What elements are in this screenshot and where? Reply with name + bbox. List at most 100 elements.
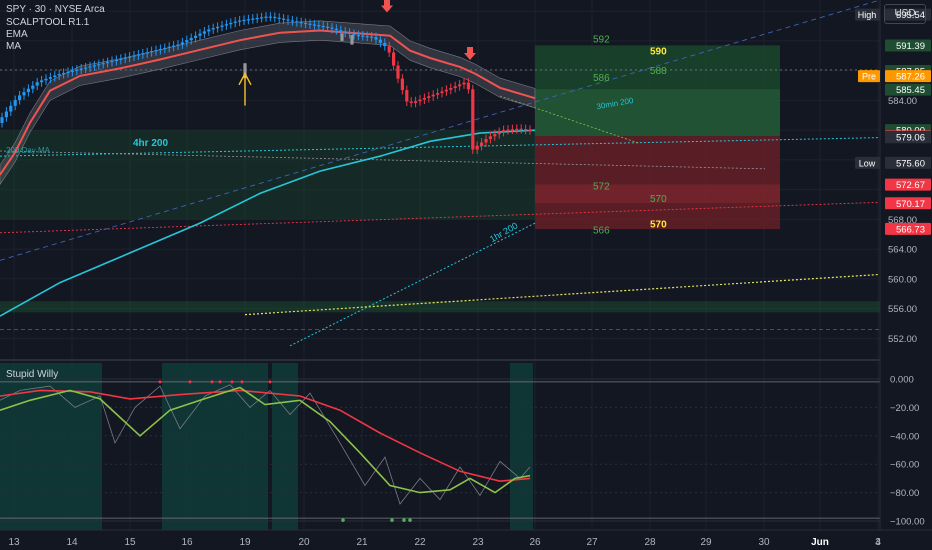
price-tag-label-bg xyxy=(858,70,880,83)
candle-body xyxy=(264,16,268,18)
osc-tick-label: −40.00 xyxy=(890,431,919,442)
candle-body xyxy=(167,46,171,48)
target-label: 590 xyxy=(650,46,667,57)
osc-signal-dot xyxy=(390,518,394,522)
candle-body xyxy=(356,35,360,37)
price-tag-label-bg xyxy=(855,8,880,21)
candle-body xyxy=(194,35,198,38)
candle-body xyxy=(326,26,330,28)
osc-signal-dot xyxy=(341,518,345,522)
candle-body xyxy=(119,58,123,60)
price-tick-label: 552.00 xyxy=(888,334,917,345)
indicator-label-ma[interactable]: MA xyxy=(6,41,21,52)
candle-body xyxy=(480,142,484,147)
osc-signal-dot xyxy=(402,518,406,522)
candle-body xyxy=(66,71,70,74)
candle-body xyxy=(13,100,17,106)
time-tick-label: 29 xyxy=(700,537,712,548)
candle-body xyxy=(370,36,374,38)
candle-body xyxy=(466,82,470,90)
time-tick-label: 16 xyxy=(181,537,193,548)
price-tag-value: 585.45 xyxy=(896,85,925,96)
osc-signal-dot xyxy=(408,518,412,522)
oscillator-title[interactable]: Stupid Willy xyxy=(6,369,59,380)
candle-body xyxy=(185,40,189,43)
candle-body xyxy=(176,44,180,46)
candle-body xyxy=(405,90,409,102)
candle-body xyxy=(312,24,316,26)
candle-body xyxy=(383,42,387,47)
price-tag xyxy=(885,131,931,144)
candle-body-gray xyxy=(243,63,247,79)
candle-body xyxy=(339,30,343,32)
osc-tick-label: −100.00 xyxy=(890,517,925,528)
indicator-label-ema[interactable]: EMA xyxy=(6,29,28,40)
price-tag xyxy=(885,8,931,21)
candle-body xyxy=(418,99,422,102)
osc-signal-dot xyxy=(268,380,272,384)
candle-body xyxy=(123,57,127,59)
candle-body xyxy=(44,78,48,81)
time-tick-label: 20 xyxy=(298,537,310,548)
candle-body xyxy=(207,29,211,32)
candle-body xyxy=(444,89,448,92)
currency-button[interactable]: USD xyxy=(884,4,926,24)
price-tag xyxy=(885,70,931,83)
price-tag xyxy=(885,222,931,235)
sell-arrow-icon xyxy=(381,0,393,13)
price-tag xyxy=(885,39,931,52)
osc-shade xyxy=(272,363,298,530)
price-tag-value: 591.39 xyxy=(896,41,925,52)
candle-body xyxy=(224,24,228,26)
osc-shade xyxy=(510,363,533,530)
green-dotted-line xyxy=(499,95,641,144)
candle-body xyxy=(488,136,492,140)
candle-body xyxy=(502,130,506,132)
candle-body xyxy=(515,128,519,130)
candle-body-gray xyxy=(340,33,344,41)
price-tick-label: 560.00 xyxy=(888,274,917,285)
stop-zone xyxy=(535,136,780,230)
osc-signal-dot xyxy=(240,380,244,384)
osc-tick-label: −60.00 xyxy=(890,460,919,471)
candle-body xyxy=(62,72,66,75)
price-tag xyxy=(885,156,931,169)
target-label: 566 xyxy=(593,226,610,237)
candle-body xyxy=(251,18,255,20)
annotation-1hr-200: 1hr 200 xyxy=(488,220,519,244)
candle-body xyxy=(484,139,488,143)
candle-body xyxy=(101,63,105,65)
candle-body xyxy=(145,52,149,54)
candle-body xyxy=(458,84,462,87)
candle-body xyxy=(26,88,30,93)
candle-body xyxy=(304,22,308,25)
target-label: 570 xyxy=(650,194,667,205)
candle-body xyxy=(497,131,501,135)
price-tag-label: High xyxy=(858,10,877,20)
candle-body xyxy=(396,65,400,79)
candle-body xyxy=(40,80,44,83)
candle-body xyxy=(299,22,303,24)
candle-body xyxy=(22,92,26,96)
candle-body xyxy=(506,129,510,131)
candle-body xyxy=(475,146,479,150)
indicator-label-scalptool[interactable]: SCALPTOOL R1.1 xyxy=(6,17,90,28)
candle-body xyxy=(471,89,475,150)
time-tick-label: 30 xyxy=(758,537,770,548)
candle-body xyxy=(57,74,61,76)
candle-body xyxy=(427,96,431,98)
support-line xyxy=(0,150,766,170)
candle-body xyxy=(493,134,497,137)
candle-body xyxy=(282,18,286,20)
candle-body xyxy=(229,22,233,25)
candle-body xyxy=(317,25,321,27)
time-tick-label: 13 xyxy=(8,537,20,548)
candle-body xyxy=(453,86,457,89)
candle-body xyxy=(400,78,404,91)
candle-body xyxy=(202,31,206,34)
candle-body xyxy=(158,48,162,51)
sell-arrow-icon xyxy=(464,47,476,61)
candle-body xyxy=(141,53,145,55)
candle-body xyxy=(348,32,352,35)
